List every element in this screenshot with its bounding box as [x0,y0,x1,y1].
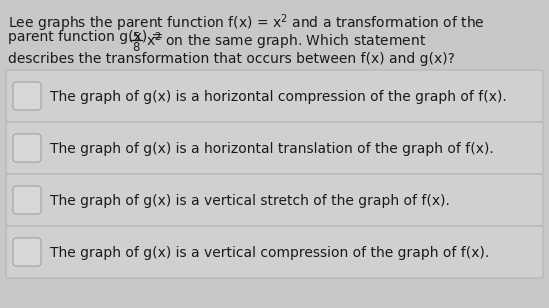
FancyBboxPatch shape [6,70,543,122]
FancyBboxPatch shape [6,174,543,226]
Text: 5: 5 [132,31,139,44]
Text: parent function g(x) =: parent function g(x) = [8,30,167,44]
FancyBboxPatch shape [13,186,41,214]
FancyBboxPatch shape [13,134,41,162]
FancyBboxPatch shape [13,82,41,110]
FancyBboxPatch shape [13,238,41,266]
Text: The graph of g(x) is a horizontal translation of the graph of f(x).: The graph of g(x) is a horizontal transl… [50,142,494,156]
Text: The graph of g(x) is a vertical stretch of the graph of f(x).: The graph of g(x) is a vertical stretch … [50,194,450,208]
Text: Lee graphs the parent function f(x) = x$^{2}$ and a transformation of the: Lee graphs the parent function f(x) = x$… [8,12,485,34]
Text: x$^{2}$ on the same graph. Which statement: x$^{2}$ on the same graph. Which stateme… [146,30,426,52]
FancyBboxPatch shape [6,122,543,174]
Text: The graph of g(x) is a vertical compression of the graph of f(x).: The graph of g(x) is a vertical compress… [50,246,489,260]
Text: 8: 8 [132,41,139,54]
FancyBboxPatch shape [6,226,543,278]
Text: describes the transformation that occurs between f(x) and g(x)?: describes the transformation that occurs… [8,52,455,66]
Text: The graph of g(x) is a horizontal compression of the graph of f(x).: The graph of g(x) is a horizontal compre… [50,90,507,104]
